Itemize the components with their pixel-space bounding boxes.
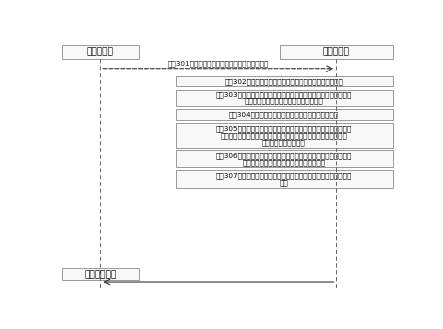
- Bar: [62, 45, 139, 59]
- Bar: [175, 109, 392, 119]
- Bar: [175, 89, 392, 106]
- Bar: [175, 170, 392, 188]
- Text: 分片的图像帧中所述实体对应的实体区域: 分片的图像帧中所述实体对应的实体区域: [245, 98, 323, 105]
- Text: 信息，得到目标图像帧: 信息，得到目标图像帧: [262, 140, 306, 146]
- Text: 步骤302：对待植入视频进行切分处理，得到多个视频分片: 步骤302：对待植入视频进行切分处理，得到多个视频分片: [225, 78, 343, 85]
- Bar: [175, 76, 392, 87]
- Bar: [175, 123, 392, 148]
- Bar: [175, 150, 392, 167]
- Text: 曝光目标视频: 曝光目标视频: [84, 270, 117, 279]
- Text: 步骤305：以所述图像帧的实体区域为背景，以对应的所述待植入多: 步骤305：以所述图像帧的实体区域为背景，以对应的所述待植入多: [216, 125, 352, 132]
- Text: 媒体信息为前景，在所述图像帧的实体区域植入所述待植入多媒体: 媒体信息为前景，在所述图像帧的实体区域植入所述待植入多媒体: [221, 132, 347, 139]
- Bar: [280, 45, 392, 59]
- Text: 步骤306：调整所述目标图像帧中所述前景的图像参数，使得所述前: 步骤306：调整所述目标图像帧中所述前景的图像参数，使得所述前: [216, 152, 352, 159]
- Text: 景的图像参数和所述背景的图像参数相匹配: 景的图像参数和所述背景的图像参数相匹配: [242, 159, 326, 166]
- Text: 视频: 视频: [280, 180, 288, 187]
- Text: 计算机设备: 计算机设备: [323, 47, 350, 56]
- Text: 步骤307：基于调整后的目标图像帧进行视频合成，得到并曝光目标: 步骤307：基于调整后的目标图像帧进行视频合成，得到并曝光目标: [216, 173, 352, 179]
- Text: 视频客户端: 视频客户端: [87, 47, 114, 56]
- Text: 步骤303：分别对所述多个视频分片进行实体识别，确定各所述视频: 步骤303：分别对所述多个视频分片进行实体识别，确定各所述视频: [216, 91, 352, 98]
- Bar: [62, 268, 139, 281]
- Text: 步骤304：获取对应所述实体区域的待植入多媒体信息: 步骤304：获取对应所述实体区域的待植入多媒体信息: [229, 111, 339, 118]
- Text: 步骤301：确定视频客户端所要播放的待植入视频: 步骤301：确定视频客户端所要播放的待植入视频: [167, 60, 269, 67]
